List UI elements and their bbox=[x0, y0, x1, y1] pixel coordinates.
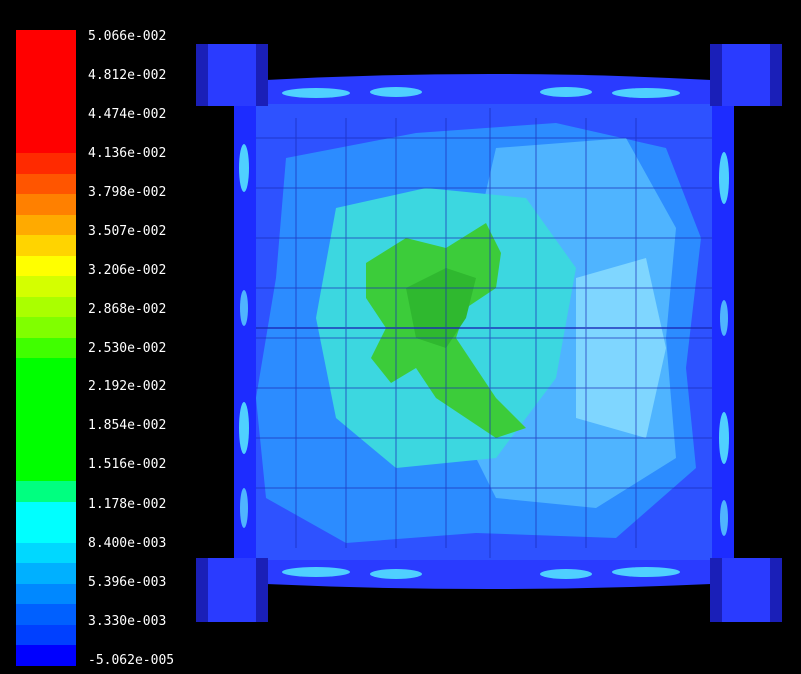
legend-color-swatch bbox=[16, 337, 76, 359]
legend-color-swatch bbox=[16, 235, 76, 257]
legend-color-swatch bbox=[16, 132, 76, 154]
legend-color-swatch bbox=[16, 276, 76, 298]
top-beam bbox=[266, 74, 711, 104]
legend-label: 3.798e-002 bbox=[88, 185, 167, 200]
legend-color-swatch bbox=[16, 91, 76, 113]
legend-color-swatch bbox=[16, 112, 76, 134]
legend-color-swatch bbox=[16, 481, 76, 503]
legend-color-swatch bbox=[16, 440, 76, 462]
edge-hotspot bbox=[720, 500, 728, 536]
legend-label: 3.330e-003 bbox=[88, 614, 167, 629]
legend-label: 1.516e-002 bbox=[88, 457, 167, 472]
color-legend bbox=[16, 30, 76, 667]
legend-color-swatch bbox=[16, 645, 76, 667]
legend-color-swatch bbox=[16, 358, 76, 380]
legend-color-bar bbox=[16, 30, 76, 667]
legend-label: 5.396e-003 bbox=[88, 575, 167, 590]
legend-label: 3.206e-002 bbox=[88, 263, 167, 278]
legend-color-swatch bbox=[16, 194, 76, 216]
legend-label: 1.178e-002 bbox=[88, 497, 167, 512]
legend-color-swatch bbox=[16, 399, 76, 421]
legend-labels: 5.066e-002 4.812e-002 4.474e-002 4.136e-… bbox=[88, 30, 198, 670]
beam-hotspot bbox=[612, 88, 680, 98]
beam-hotspot bbox=[282, 88, 350, 98]
edge-hotspot bbox=[240, 290, 248, 326]
legend-label: 2.530e-002 bbox=[88, 341, 167, 356]
mesh-grid bbox=[256, 108, 716, 558]
edge-hotspot bbox=[719, 152, 729, 204]
left-edge-band bbox=[234, 104, 256, 560]
legend-color-swatch bbox=[16, 255, 76, 277]
legend-label: 1.854e-002 bbox=[88, 418, 167, 433]
beam-hotspot bbox=[282, 567, 350, 577]
edge-hotspot bbox=[719, 412, 729, 464]
legend-color-swatch bbox=[16, 563, 76, 585]
legend-color-swatch bbox=[16, 419, 76, 441]
legend-color-swatch bbox=[16, 583, 76, 605]
legend-color-swatch bbox=[16, 604, 76, 626]
edge-hotspot bbox=[240, 488, 248, 528]
legend-color-swatch bbox=[16, 296, 76, 318]
contour-region-lightblue bbox=[576, 258, 666, 438]
legend-color-swatch bbox=[16, 317, 76, 339]
legend-label: 4.136e-002 bbox=[88, 146, 167, 161]
contour-plot[interactable] bbox=[196, 38, 784, 634]
legend-color-swatch bbox=[16, 624, 76, 646]
edge-hotspot bbox=[720, 300, 728, 336]
bottom-beam bbox=[266, 560, 711, 589]
legend-color-swatch bbox=[16, 501, 76, 523]
legend-label: 8.400e-003 bbox=[88, 536, 167, 551]
legend-color-swatch bbox=[16, 460, 76, 482]
legend-color-swatch bbox=[16, 378, 76, 400]
beam-hotspot bbox=[370, 569, 422, 579]
column-shading bbox=[196, 44, 782, 622]
legend-color-swatch bbox=[16, 173, 76, 195]
legend-label: 4.474e-002 bbox=[88, 107, 167, 122]
legend-label: 2.868e-002 bbox=[88, 302, 167, 317]
legend-color-swatch bbox=[16, 214, 76, 236]
beam-hotspot bbox=[540, 569, 592, 579]
legend-label: 3.507e-002 bbox=[88, 224, 167, 239]
edge-hotspot bbox=[239, 144, 249, 192]
legend-color-swatch bbox=[16, 50, 76, 72]
legend-label: 2.192e-002 bbox=[88, 379, 167, 394]
legend-label: 4.812e-002 bbox=[88, 68, 167, 83]
edge-hotspot bbox=[239, 402, 249, 454]
legend-label: -5.062e-005 bbox=[88, 653, 175, 668]
legend-color-swatch bbox=[16, 522, 76, 544]
legend-label: 5.066e-002 bbox=[88, 29, 167, 44]
legend-color-swatch bbox=[16, 153, 76, 175]
legend-color-swatch bbox=[16, 71, 76, 93]
beam-hotspot bbox=[612, 567, 680, 577]
legend-color-swatch bbox=[16, 542, 76, 564]
beam-hotspot bbox=[540, 87, 592, 97]
beam-hotspot bbox=[370, 87, 422, 97]
contour-plot-svg bbox=[196, 44, 782, 622]
legend-color-swatch bbox=[16, 30, 76, 52]
